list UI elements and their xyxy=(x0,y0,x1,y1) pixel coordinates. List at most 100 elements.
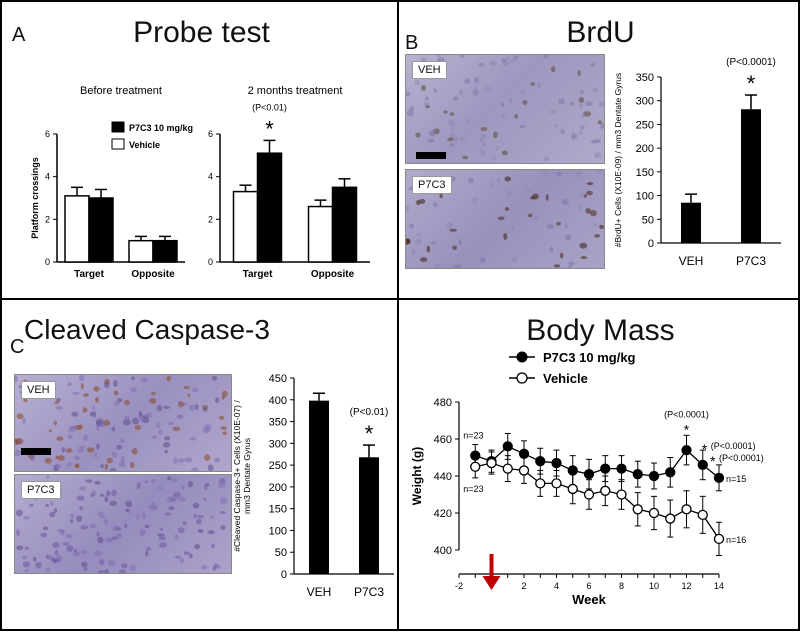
cell-nucleus xyxy=(472,197,478,204)
cell-nucleus xyxy=(55,405,63,410)
data-point xyxy=(600,463,611,474)
cell-nucleus xyxy=(489,182,494,188)
cell-nucleus xyxy=(501,150,508,156)
bar xyxy=(128,239,154,263)
cell-nucleus xyxy=(15,509,23,517)
cell-nucleus xyxy=(459,89,464,96)
bar xyxy=(359,457,379,574)
panel-probe-test: A Probe test 0 2 4 6 Target Opposite Before tr… xyxy=(0,0,399,300)
cell-nucleus xyxy=(16,545,24,551)
cell-nucleus xyxy=(583,194,587,198)
cell-nucleus xyxy=(91,405,96,411)
cell-nucleus xyxy=(416,232,422,237)
cell-nucleus xyxy=(181,484,185,490)
series-line xyxy=(475,445,720,479)
cell-nucleus xyxy=(558,98,565,105)
cell-nucleus xyxy=(508,97,513,104)
cell-nucleus xyxy=(577,69,581,77)
cell-nucleus xyxy=(585,101,593,106)
cell-nucleus xyxy=(452,245,457,250)
bar xyxy=(307,205,334,263)
cell-nucleus xyxy=(83,393,89,398)
cell-nucleus xyxy=(48,429,53,433)
cell-nucleus xyxy=(465,118,469,125)
cell-nucleus xyxy=(163,405,171,409)
cell-nucleus xyxy=(132,417,139,425)
cell-nucleus xyxy=(568,261,575,266)
cell-nucleus xyxy=(419,257,428,262)
cell-nucleus xyxy=(67,382,72,387)
data-point xyxy=(551,457,562,469)
cell-nucleus xyxy=(414,80,420,86)
cell-nucleus xyxy=(496,178,501,184)
cell-nucleus xyxy=(430,241,438,245)
scale-bar xyxy=(21,448,51,455)
cell-nucleus xyxy=(76,495,85,501)
cell-nucleus xyxy=(116,444,123,450)
data-point xyxy=(567,483,578,495)
data-point xyxy=(665,467,676,478)
x-tick-label: VEH xyxy=(307,585,332,599)
cell-nucleus xyxy=(553,264,561,268)
x-tick-label: 2 xyxy=(521,581,526,591)
significance-star: * xyxy=(365,421,374,446)
cell-nucleus xyxy=(507,190,512,197)
cell-nucleus xyxy=(80,525,89,530)
cell-nucleus xyxy=(96,531,100,538)
data-point xyxy=(681,504,692,515)
data-point xyxy=(535,478,546,489)
series-line xyxy=(475,462,720,540)
x-tick-label: Target xyxy=(243,269,273,280)
cell-nucleus xyxy=(172,426,181,432)
cell-nucleus xyxy=(23,398,28,403)
cell-nucleus xyxy=(172,491,181,498)
cell-nucleus xyxy=(459,55,465,58)
cell-nucleus xyxy=(139,418,147,422)
y-tick-label: 400 xyxy=(434,545,452,557)
cell-nucleus xyxy=(480,127,488,132)
cell-nucleus xyxy=(35,561,42,569)
cell-nucleus xyxy=(82,407,88,413)
cell-nucleus xyxy=(178,496,186,502)
micro-label-veh: VEH xyxy=(21,381,56,399)
cell-nucleus xyxy=(406,238,411,245)
y-tick-label: 400 xyxy=(269,395,287,407)
legend-label-p7c3: P7C3 10 mg/kg xyxy=(129,123,193,133)
data-point xyxy=(502,463,513,474)
cell-nucleus xyxy=(513,55,519,60)
cell-nucleus xyxy=(449,112,455,116)
cell-nucleus xyxy=(125,500,133,508)
y-tick-label: 420 xyxy=(434,508,452,520)
cell-nucleus xyxy=(65,533,74,539)
cell-nucleus xyxy=(191,467,199,471)
cell-nucleus xyxy=(409,106,415,112)
significance-star: * xyxy=(710,453,716,469)
cell-nucleus xyxy=(68,426,76,433)
cell-nucleus xyxy=(61,446,66,453)
cell-nucleus xyxy=(578,96,585,103)
p-value-label: (P<0.0001) xyxy=(664,409,709,419)
cell-nucleus xyxy=(149,397,157,404)
cell-nucleus xyxy=(495,146,499,151)
cell-nucleus xyxy=(40,532,48,538)
cell-nucleus xyxy=(116,532,123,539)
cell-nucleus xyxy=(74,455,80,461)
cell-nucleus xyxy=(593,223,598,227)
cell-nucleus xyxy=(500,101,504,108)
cell-nucleus xyxy=(194,544,201,550)
cell-nucleus xyxy=(196,518,202,525)
cell-nucleus xyxy=(112,525,119,532)
cell-nucleus xyxy=(408,223,415,229)
cell-nucleus xyxy=(113,390,119,396)
cell-nucleus xyxy=(592,87,598,93)
cell-nucleus xyxy=(67,434,73,440)
cell-nucleus xyxy=(56,436,64,442)
cell-nucleus xyxy=(120,562,128,569)
cell-nucleus xyxy=(96,424,100,431)
cell-nucleus xyxy=(504,176,512,182)
scale-bar xyxy=(416,152,446,159)
data-point xyxy=(713,472,725,484)
cell-nucleus xyxy=(70,519,74,524)
y-tick-label: 0 xyxy=(45,257,50,267)
cell-nucleus xyxy=(556,171,562,177)
